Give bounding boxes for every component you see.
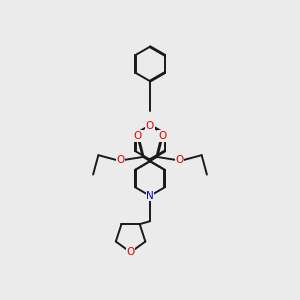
Text: O: O bbox=[134, 131, 142, 141]
Text: O: O bbox=[158, 131, 166, 141]
Text: O: O bbox=[127, 247, 135, 257]
Text: O: O bbox=[146, 121, 154, 131]
Text: O: O bbox=[175, 155, 183, 165]
Text: O: O bbox=[117, 155, 125, 165]
Text: N: N bbox=[146, 191, 154, 201]
